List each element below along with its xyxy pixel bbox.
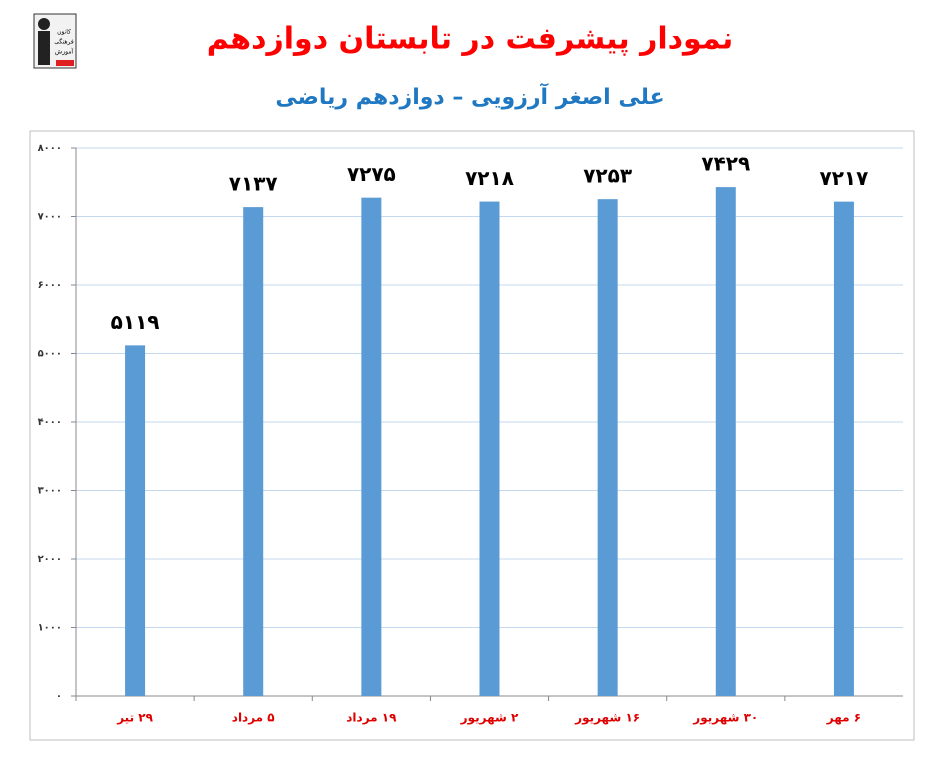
y-tick-label: ۴۰۰۰ bbox=[38, 417, 62, 428]
y-tick-label: ۲۰۰۰ bbox=[38, 554, 62, 565]
logo-text: آموزش bbox=[55, 47, 74, 56]
value-label: ۷۴۲۹ bbox=[701, 152, 750, 176]
x-tick-label: ۵ مرداد bbox=[232, 711, 275, 725]
logo: کانون فرهنگی آموزش bbox=[33, 13, 77, 69]
chart-title: نمودار پیشرفت در تابستان دوازدهم bbox=[207, 22, 733, 57]
logo-text: کانون bbox=[57, 29, 71, 36]
x-tick-label: ۱۶ شهریور bbox=[574, 711, 640, 726]
logo-text: فرهنگی bbox=[54, 38, 74, 46]
bar bbox=[715, 187, 736, 696]
bar bbox=[361, 197, 382, 696]
y-tick-label: ۱۰۰۰ bbox=[38, 623, 62, 634]
y-tick-label: ۵۰۰۰ bbox=[38, 349, 62, 360]
bar bbox=[243, 207, 264, 697]
value-label: ۷۲۷۵ bbox=[347, 162, 396, 186]
x-tick-label: ۶ مهر bbox=[826, 711, 861, 725]
plot-frame bbox=[29, 130, 915, 741]
bar bbox=[597, 199, 618, 696]
chart-subtitle: علی اصغر آرزویی – دوازدهم ریاضی bbox=[275, 82, 664, 110]
x-tick-label: ۳۰ شهریور bbox=[692, 711, 758, 726]
x-tick-label: ۲۹ تیر bbox=[116, 711, 153, 725]
logo-band bbox=[56, 60, 74, 66]
x-tick-label: ۲ شهریور bbox=[460, 711, 519, 726]
bar bbox=[479, 201, 500, 696]
value-label: ۷۲۵۳ bbox=[583, 164, 632, 188]
y-tick-label: ۸۰۰۰ bbox=[38, 143, 62, 154]
logo-figure bbox=[38, 18, 50, 30]
logo-figure bbox=[38, 31, 50, 65]
bar bbox=[833, 201, 854, 696]
bar bbox=[125, 345, 146, 696]
value-label: ۵۱۱۹ bbox=[111, 310, 160, 334]
value-label: ۷۲۱۸ bbox=[465, 166, 514, 190]
y-tick-label: ۶۰۰۰ bbox=[38, 280, 62, 291]
y-tick-label: ۳۰۰۰ bbox=[38, 486, 62, 497]
x-tick-label: ۱۹ مرداد bbox=[346, 711, 397, 725]
y-tick-label: ۷۰۰۰ bbox=[38, 212, 62, 223]
value-label: ۷۲۱۷ bbox=[820, 166, 869, 190]
value-label: ۷۱۳۷ bbox=[229, 172, 278, 196]
y-tick-label: ۰ bbox=[56, 691, 62, 702]
